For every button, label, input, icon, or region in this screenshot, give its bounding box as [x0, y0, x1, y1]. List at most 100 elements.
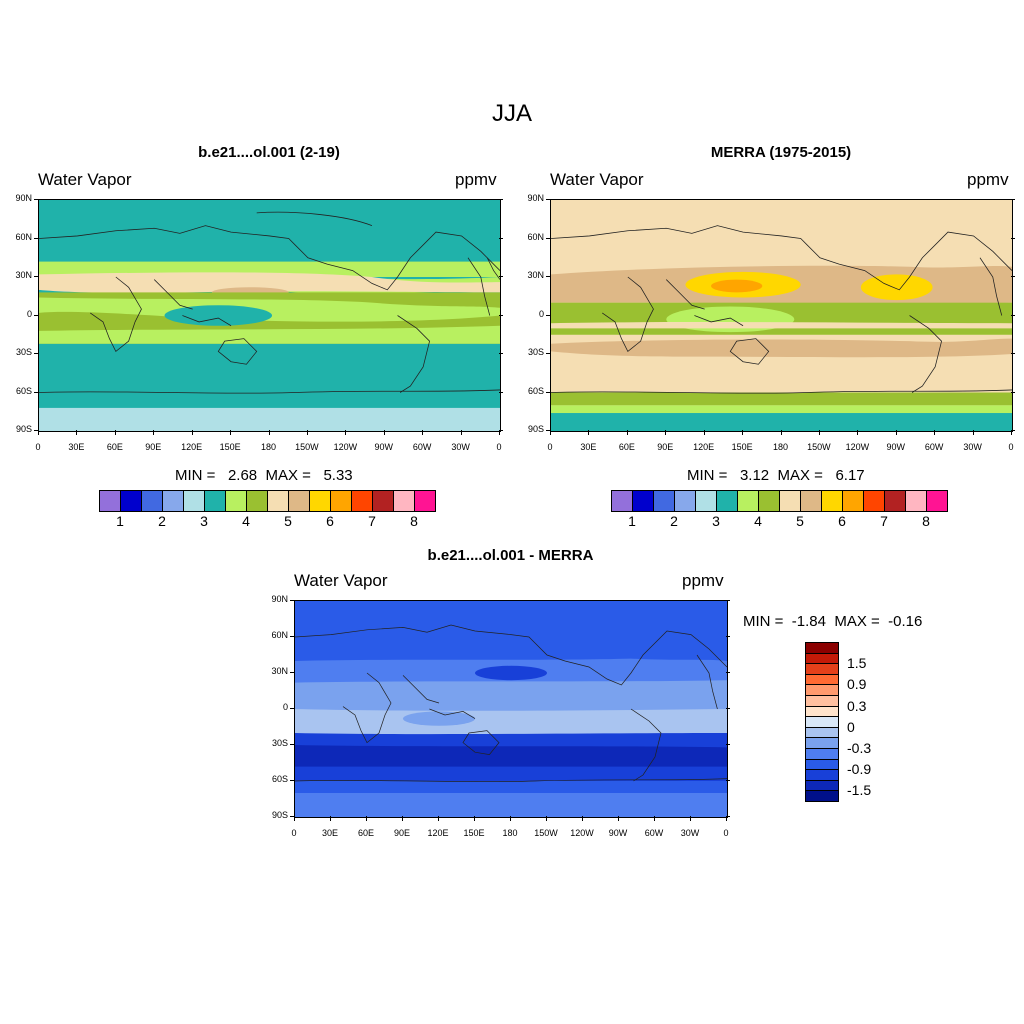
obs-colorbar-box [905, 490, 927, 512]
model-colorbar-label: 8 [410, 513, 418, 529]
obs-lat-tick [546, 353, 550, 354]
obs-lat-tick [546, 276, 550, 277]
model-colorbar-box [351, 490, 373, 512]
model-colorbar-box [393, 490, 415, 512]
obs-lon-label: 90E [657, 442, 674, 452]
obs-lon-tick [665, 430, 667, 435]
diff-lon-tick [582, 816, 583, 821]
obs-colorbar-label: 4 [754, 513, 762, 529]
obs-lat-label: 90N [527, 193, 544, 203]
diff-colorbar-label: -0.3 [847, 740, 872, 756]
obs-colorbar-box [653, 490, 675, 512]
model-lat-tick-right [499, 276, 503, 277]
model-lon-label: 60W [412, 442, 432, 452]
diff-lat-tick [290, 636, 294, 637]
model-min-label: MIN = [175, 467, 216, 484]
diff-lon-tick [366, 816, 367, 821]
obs-colorbar-box [737, 490, 759, 512]
diff-colorbar-label: -0.9 [847, 761, 872, 778]
model-colorbar-label: 7 [368, 513, 376, 529]
diff-colorbar-label: 0.3 [847, 697, 867, 714]
diff-lon-tick [510, 816, 511, 821]
diff-map [294, 600, 728, 818]
diff-lon-tick [726, 816, 727, 821]
model-lon-label: 150W [295, 442, 319, 452]
obs-lat-tick-right [1011, 314, 1015, 316]
obs-lon-tick [703, 430, 705, 435]
model-lon-tick [230, 430, 232, 435]
model-lon-label: 0 [35, 442, 41, 452]
diff-lon-label: 60W [644, 828, 664, 838]
obs-lon-label: 120E [693, 442, 715, 452]
obs-lon-tick [934, 430, 936, 435]
obs-map-svg [551, 200, 1012, 431]
obs-lon-tick [626, 430, 628, 435]
model-units-label: ppmv [455, 170, 497, 189]
model-lon-tick [345, 430, 347, 435]
obs-lat-label: 30S [527, 347, 544, 357]
model-colorbar-box [372, 490, 394, 512]
diff-lon-label: 30W [680, 828, 700, 838]
model-lat-tick [34, 199, 38, 200]
diff-lon-label: 0 [723, 828, 729, 838]
diff-lat-tick [290, 744, 294, 745]
model-colorbar-label: 6 [326, 513, 334, 529]
model-lat-tick [34, 237, 38, 239]
obs-min-label: MIN = [687, 467, 728, 484]
diff-min-value: -1.84 [791, 613, 826, 630]
obs-lon-tick [895, 430, 897, 435]
model-lon-label: 90E [145, 442, 162, 452]
model-lat-label: 0 [26, 308, 32, 319]
model-lon-tick [153, 430, 155, 435]
model-lat-tick [34, 391, 38, 393]
model-lon-tick [422, 430, 424, 435]
obs-lon-label: 30W [963, 442, 982, 452]
model-lat-label: 60S [15, 385, 32, 396]
model-colorbar-label: 2 [158, 513, 166, 529]
obs-colorbar-box [884, 490, 906, 512]
model-lon-tick [306, 430, 308, 435]
figure-title: JJA [491, 100, 532, 127]
diff-lon-label: 60E [357, 828, 374, 838]
obs-colorbar-box [674, 490, 696, 512]
model-lat-label: 90N [15, 193, 32, 203]
diff-lat-label: 30S [271, 738, 288, 748]
obs-lon-label: 0 [1008, 442, 1014, 452]
model-lon-label: 30W [451, 442, 470, 452]
model-lat-tick-right [499, 314, 503, 316]
model-colorbar-box [99, 490, 121, 512]
model-colorbar-label: 1 [116, 513, 124, 529]
obs-lon-label: 150E [731, 442, 753, 452]
diff-lat-label: 30N [271, 666, 288, 676]
obs-lon-tick [550, 430, 551, 435]
obs-lon-label: 150W [807, 442, 831, 452]
model-lat-tick [34, 353, 38, 354]
obs-colorbar-label: 7 [880, 513, 888, 529]
diff-lon-tick [330, 816, 331, 821]
obs-lon-tick [780, 430, 782, 435]
model-min-value: 2.68 [227, 467, 258, 484]
model-colorbar-box [267, 490, 289, 512]
diff-lon-tick [438, 816, 439, 821]
diff-min-label: MIN = [743, 613, 784, 630]
model-lon-tick [383, 430, 385, 435]
diff-lat-tick-right [726, 636, 730, 637]
diff-panel-title: b.e21....ol.001 - MERRA [427, 547, 594, 564]
obs-lon-label: 0 [547, 442, 553, 452]
model-lon-label: 0 [496, 442, 502, 452]
obs-lat-label: 60S [527, 385, 544, 396]
model-map [38, 199, 501, 432]
model-lon-label: 60E [106, 442, 123, 452]
obs-lon-label: 60E [618, 442, 635, 452]
diff-lat-label: 90N [271, 594, 288, 604]
model-colorbar-box [225, 490, 247, 512]
obs-lon-label: 30E [580, 442, 597, 452]
obs-colorbar-box [821, 490, 843, 512]
model-lat-tick-right [499, 199, 503, 200]
model-colorbar-label: 4 [242, 513, 250, 529]
diff-units-label: ppmv [682, 571, 724, 590]
obs-colorbar-box [800, 490, 822, 512]
diff-lon-label: 90E [393, 828, 410, 838]
obs-lon-label: 120W [845, 442, 870, 452]
model-panel-title: b.e21....ol.001 (2-19) [198, 144, 340, 161]
